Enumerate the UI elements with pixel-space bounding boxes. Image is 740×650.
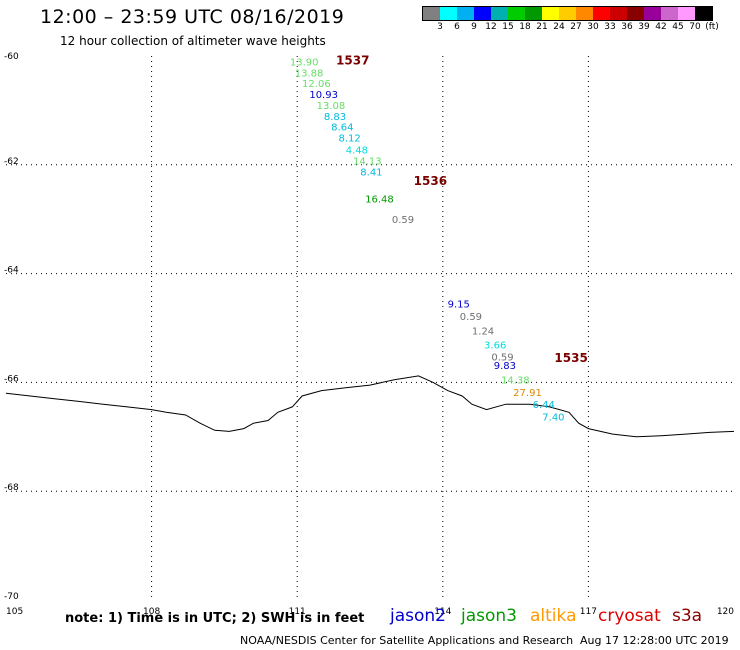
longitude-tick-label: 108 — [143, 607, 160, 617]
wave-height-value: 0.59 — [392, 215, 414, 226]
pass-labels: 1537 1536 1535 — [336, 53, 588, 365]
color-swatch — [508, 7, 525, 20]
color-swatch — [440, 7, 457, 20]
issued-timestamp: Aug 17 12:28:00 UTC 2019 — [580, 634, 729, 647]
color-swatch — [474, 7, 491, 20]
observations: 13.9013.8812.0610.9313.088.838.648.124.4… — [290, 57, 565, 423]
satellite-name-altika: altika — [530, 606, 577, 626]
wave-height-color-scale: 3 6 9 12 15 18 21 24 27 30 33 36 39 42 45 70 (ft) — [422, 6, 719, 35]
color-scale-tick: 6 — [454, 22, 460, 32]
latitude-tick-label: -66 — [4, 374, 19, 384]
credit-line: NOAA/NESDIS Center for Satellite Applica… — [240, 634, 574, 647]
color-swatch — [678, 7, 695, 20]
longitude-tick-label: 120 — [717, 607, 734, 617]
wave-height-value: 14.13 — [353, 156, 382, 167]
color-scale-tick: 42 — [655, 22, 667, 32]
wave-height-value: 9.15 — [448, 300, 470, 311]
satellite-name-jason3: jason3 — [461, 606, 517, 626]
coastline-path — [5, 375, 735, 438]
color-swatch — [559, 7, 576, 20]
color-scale-tick: 12 — [485, 22, 497, 32]
latitude-tick-label: -68 — [4, 483, 19, 493]
wave-height-value: 9.83 — [494, 361, 516, 372]
pass-number-label: 1535 — [554, 351, 587, 365]
latitude-tick-label: -64 — [4, 266, 19, 276]
color-scale-tick: 45 — [672, 22, 684, 32]
color-scale-tick: 24 — [553, 22, 565, 32]
latitude-tick-label: -70 — [4, 592, 19, 602]
wave-height-value: 16.48 — [365, 195, 394, 206]
longitude-tick-label: 114 — [434, 607, 451, 617]
wave-height-value: 8.64 — [331, 123, 353, 134]
wave-height-value: 1.24 — [472, 327, 494, 338]
color-scale-tick: 70 — [689, 22, 701, 32]
color-swatch — [525, 7, 542, 20]
wave-height-value: 6.44 — [533, 400, 555, 411]
wave-height-value: 0.59 — [460, 312, 482, 323]
pass-number-label: 1536 — [414, 174, 447, 188]
color-scale-tick: 36 — [621, 22, 633, 32]
wave-height-value: 10.93 — [309, 90, 338, 101]
color-swatch — [695, 7, 712, 20]
map-subtitle: 12 hour collection of altimeter wave hei… — [60, 34, 326, 48]
color-scale-tick: 15 — [502, 22, 514, 32]
color-swatch — [423, 7, 440, 20]
satellite-name-s3a: s3a — [672, 606, 703, 626]
color-swatch — [644, 7, 661, 20]
wave-height-value: 7.40 — [542, 413, 564, 424]
wave-height-value: 0.59 — [491, 352, 513, 363]
longitude-tick-label: 105 — [6, 607, 23, 617]
color-scale-tick: 21 — [536, 22, 548, 32]
color-scale-tick: 33 — [604, 22, 616, 32]
wave-height-value: 3.66 — [484, 340, 506, 351]
color-scale-tick: (ft) — [705, 22, 719, 32]
wave-height-value: 8.41 — [360, 167, 382, 178]
longitude-tick-label: 117 — [580, 607, 597, 617]
axis-labels: 105 108 111 114 117 120 -60 -62 -64 -66 -68 -70 — [4, 52, 734, 617]
wave-height-value: 14.38 — [501, 376, 530, 387]
color-swatch — [661, 7, 678, 20]
color-scale-tick: 30 — [587, 22, 599, 32]
color-swatch — [542, 7, 559, 20]
wave-height-value: 27.91 — [513, 388, 542, 399]
color-swatch — [491, 7, 508, 20]
wave-height-value: 13.08 — [317, 101, 346, 112]
map-title: 12:00 – 23:59 UTC 08/16/2019 — [40, 6, 345, 28]
color-scale-tick: 27 — [570, 22, 582, 32]
wave-height-value: 8.83 — [324, 112, 346, 123]
color-swatch — [593, 7, 610, 20]
color-scale-tick: 3 — [437, 22, 443, 32]
wave-height-value: 8.12 — [338, 134, 360, 145]
color-scale-tick: 39 — [638, 22, 650, 32]
satellite-name-jason2: jason2 — [390, 606, 446, 626]
color-scale-tick: 9 — [471, 22, 477, 32]
color-swatch — [627, 7, 644, 20]
coastline — [5, 375, 735, 438]
latitude-tick-label: -60 — [4, 52, 19, 62]
color-swatch — [576, 7, 593, 20]
color-scale-labels: 3 6 9 12 15 18 21 24 27 30 33 36 39 42 45 70 (ft) — [422, 21, 719, 35]
wave-height-value: 12.06 — [302, 79, 331, 90]
footnote: note: 1) Time is in UTC; 2) SWH is in fe… — [65, 611, 365, 626]
pass-number-label: 1537 — [336, 53, 369, 67]
graticule — [6, 56, 734, 600]
color-scale-tick: 18 — [519, 22, 531, 32]
longitude-tick-label: 111 — [289, 607, 306, 617]
wave-height-value: 13.90 — [290, 57, 319, 68]
latitude-tick-label: -62 — [4, 157, 19, 167]
satellite-name-cryosat: cryosat — [598, 606, 661, 626]
color-swatch — [610, 7, 627, 20]
wave-height-value: 13.88 — [295, 68, 324, 79]
wave-height-value: 4.48 — [346, 146, 368, 157]
color-swatch — [457, 7, 474, 20]
color-scale-swatches — [422, 6, 713, 21]
